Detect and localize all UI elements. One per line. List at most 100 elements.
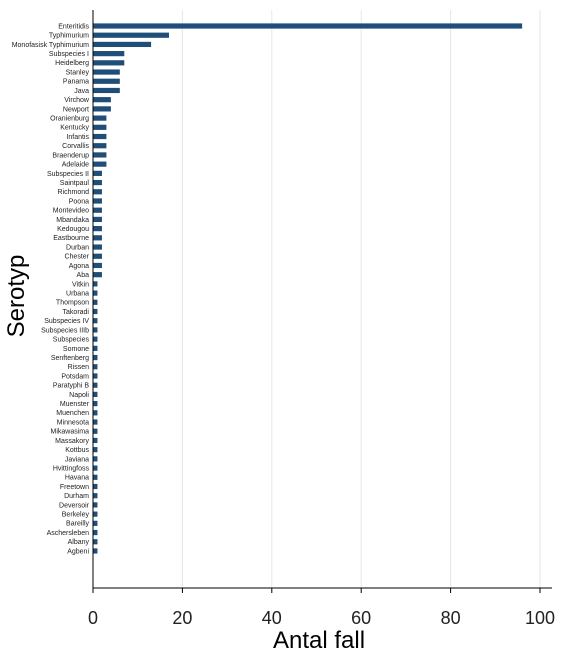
category-label: Senftenberg — [51, 355, 89, 362]
category-label: Muenchen — [56, 410, 89, 417]
category-label: Newport — [63, 106, 89, 113]
category-label: Napoli — [69, 392, 89, 399]
bar — [93, 133, 107, 140]
category-label: Eastbourne — [53, 235, 89, 242]
category-label: Virchow — [64, 97, 90, 104]
bar — [93, 539, 98, 545]
bar — [93, 115, 107, 121]
category-label: Paratyphi B — [53, 383, 90, 390]
category-label: Subspecies IV — [44, 318, 89, 325]
bar — [93, 161, 107, 167]
bar — [93, 548, 98, 554]
bar — [93, 529, 98, 536]
bar — [93, 226, 102, 232]
bar — [93, 124, 107, 130]
bar — [93, 281, 98, 287]
bar — [93, 189, 102, 195]
bar — [93, 354, 98, 361]
bar — [93, 401, 98, 407]
axes — [92, 10, 552, 593]
category-label: Agona — [69, 263, 89, 270]
bar — [93, 483, 98, 490]
bar — [93, 502, 98, 508]
gridlines — [181, 10, 541, 588]
category-label: Freetown — [60, 484, 89, 491]
bar — [93, 290, 98, 296]
bar — [93, 447, 98, 453]
bar — [93, 41, 152, 48]
bar — [93, 87, 120, 94]
x-tick-label: 20 — [172, 608, 192, 628]
bar — [93, 262, 102, 269]
bar — [93, 216, 102, 223]
category-label: Massakory — [55, 438, 89, 445]
bar — [93, 272, 102, 278]
category-label: Infantis — [66, 134, 89, 141]
bars — [93, 23, 523, 554]
bar — [93, 391, 98, 397]
category-label: Braenderup — [52, 152, 89, 159]
category-label: Typhimurium — [49, 33, 89, 40]
category-label: Durban — [66, 244, 89, 251]
category-label: Vitkin — [72, 281, 89, 288]
bar — [93, 198, 102, 204]
category-label: Hvittingfoss — [53, 465, 90, 472]
bar — [93, 179, 102, 186]
category-labels: Enteritidis Typhimurium Monofasisk Typhimu… — [12, 23, 90, 555]
bar — [93, 23, 523, 29]
bar — [93, 456, 98, 462]
x-tick-label: 80 — [441, 608, 461, 628]
bar — [93, 253, 102, 259]
bar — [93, 373, 98, 379]
bar — [93, 97, 111, 103]
category-label: Subspecies I — [49, 51, 89, 58]
bar — [93, 308, 98, 315]
x-tick-labels: 0 20 40 60 80 100 — [88, 608, 555, 628]
category-label: Somone — [63, 346, 89, 353]
bar — [93, 69, 120, 75]
category-label: Chester — [64, 254, 89, 261]
category-label: Rissen — [68, 364, 90, 371]
bar — [93, 493, 98, 499]
category-label: Montevideo — [53, 208, 89, 215]
bar — [93, 327, 98, 333]
category-label: Thompson — [56, 300, 89, 307]
x-axis-title: Antal fall — [273, 627, 365, 654]
category-label: Agbeni — [67, 548, 89, 555]
category-label: Mikawasima — [50, 429, 89, 436]
bar — [93, 437, 98, 444]
category-label: Monofasisk Typhimurium — [12, 42, 89, 49]
category-label: Panama — [63, 79, 89, 86]
x-tick-label: 60 — [351, 608, 371, 628]
category-label: Muenster — [60, 401, 90, 408]
category-label: Java — [74, 88, 89, 95]
bar — [93, 428, 98, 434]
bar — [93, 318, 98, 324]
x-tick-label: 0 — [88, 608, 98, 628]
category-label: Richmond — [57, 189, 89, 196]
bar — [93, 244, 102, 250]
category-label: Urbana — [66, 290, 89, 297]
category-label: Poona — [69, 198, 89, 205]
y-axis-title: Serotyp — [3, 255, 30, 338]
category-label: Subspecies — [53, 337, 90, 344]
bar — [93, 364, 98, 370]
category-label: Potsdam — [61, 373, 89, 380]
category-label: Kentucky — [60, 125, 89, 132]
category-label: Berkeley — [62, 512, 90, 519]
category-label: Javiana — [65, 456, 89, 463]
bar — [93, 520, 98, 526]
category-label: Subspecies II — [47, 171, 89, 178]
bar — [93, 78, 120, 84]
category-label: Adelaide — [62, 162, 89, 169]
bar — [93, 235, 102, 241]
category-label: Enteritidis — [58, 23, 89, 30]
bar — [93, 51, 125, 57]
category-label: Havana — [65, 475, 89, 482]
category-label: Durham — [64, 493, 89, 500]
bar — [93, 382, 98, 388]
category-label: Aschersleben — [47, 530, 90, 537]
bar — [93, 336, 98, 342]
